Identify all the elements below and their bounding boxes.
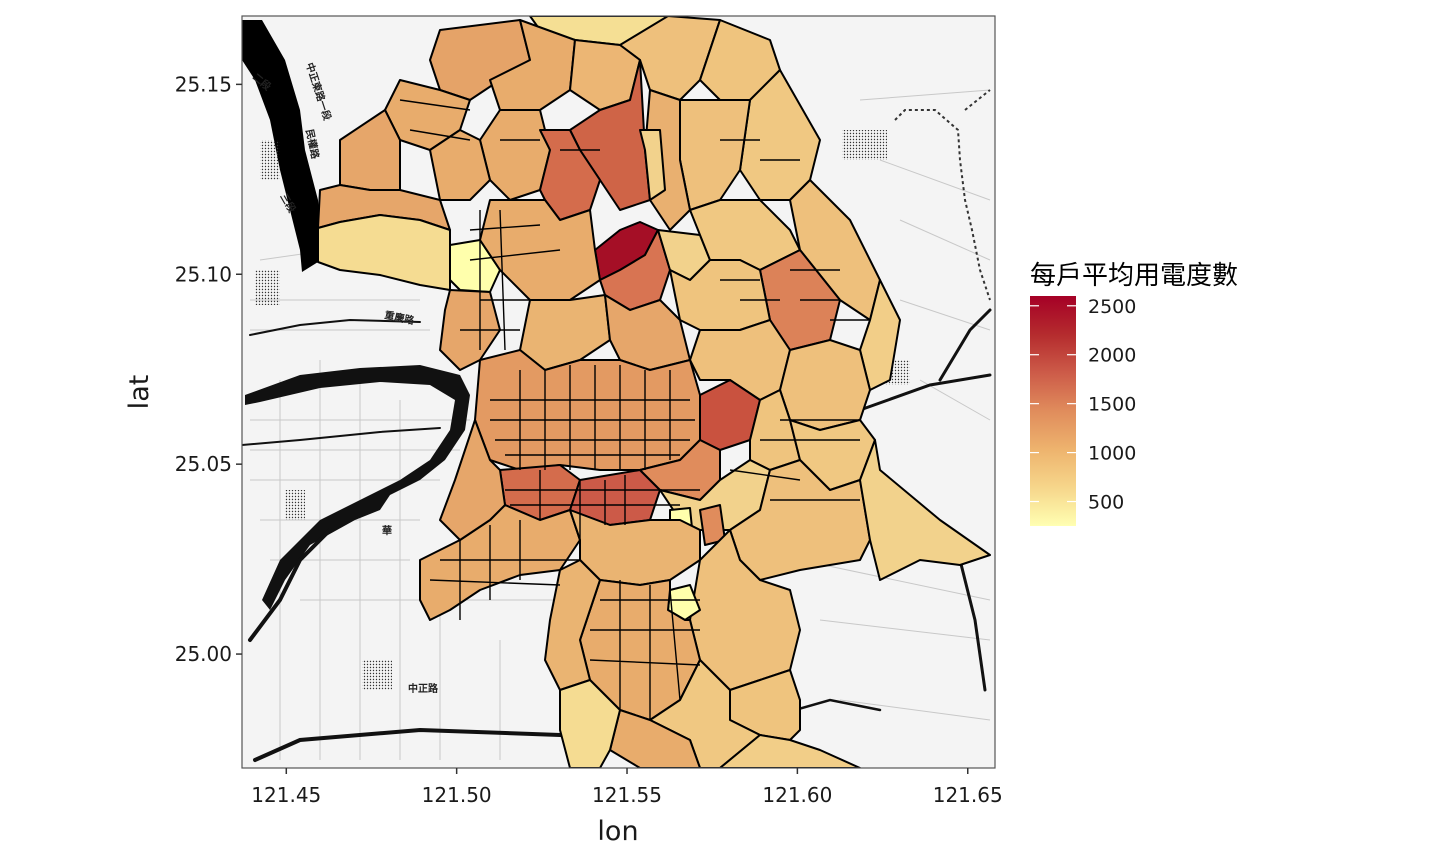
legend-colorbar bbox=[1030, 296, 1076, 526]
road-label: 中正路 bbox=[408, 682, 439, 695]
y-tick-label: 25.05 bbox=[175, 452, 232, 476]
y-tick-label: 25.15 bbox=[175, 72, 232, 96]
map-panel: 中正東路一段 民權路 二段 三段 重慶路 華 中正路 bbox=[242, 16, 995, 768]
legend-ticks: 500 1000 1500 2000 2500 bbox=[1030, 296, 1136, 514]
district-polygon bbox=[779, 339, 871, 431]
river bbox=[242, 20, 322, 272]
x-tick-label: 121.50 bbox=[422, 783, 492, 807]
road-label: 華 bbox=[382, 524, 392, 537]
panel-border bbox=[241, 15, 996, 769]
dotted-boundary-2 bbox=[964, 89, 991, 111]
district-polygons bbox=[317, 16, 991, 768]
y-axis: 25.00 25.05 25.10 25.15 bbox=[175, 72, 242, 666]
x-tick-label: 121.55 bbox=[592, 783, 662, 807]
district-polygon bbox=[479, 199, 601, 301]
district-polygon bbox=[669, 259, 771, 331]
district-boundary-dotted bbox=[894, 109, 991, 301]
legend-title: 每戶平均用電度數 bbox=[1030, 261, 1238, 291]
district-polygon bbox=[559, 679, 621, 768]
x-tick-label: 121.65 bbox=[933, 783, 1003, 807]
district-polygon bbox=[474, 349, 701, 471]
district-polygon bbox=[859, 439, 991, 581]
district-polygon bbox=[544, 559, 601, 691]
district-polygon bbox=[619, 16, 721, 101]
x-axis-title: lon bbox=[597, 816, 638, 847]
x-axis: 121.45 121.50 121.55 121.60 121.65 bbox=[251, 768, 1003, 807]
district-polygon bbox=[569, 509, 701, 586]
legend-label: 1500 bbox=[1088, 394, 1136, 416]
x-tick-label: 121.60 bbox=[762, 783, 832, 807]
x-tick-label: 121.45 bbox=[251, 783, 321, 807]
y-tick-label: 25.10 bbox=[175, 262, 232, 286]
district-polygon bbox=[719, 734, 861, 768]
legend-label: 1000 bbox=[1088, 443, 1136, 465]
y-tick-label: 25.00 bbox=[175, 642, 232, 666]
legend-label: 500 bbox=[1088, 492, 1124, 514]
legend-label: 2000 bbox=[1088, 345, 1136, 367]
legend: 每戶平均用電度數 500 1000 1500 2000 2500 bbox=[1030, 261, 1238, 526]
district-polygon bbox=[439, 419, 506, 541]
river-south bbox=[245, 365, 470, 610]
district-polygon bbox=[639, 129, 666, 201]
legend-label: 2500 bbox=[1088, 296, 1136, 318]
inner-grid bbox=[399, 99, 870, 720]
y-axis-title: lat bbox=[124, 375, 155, 410]
